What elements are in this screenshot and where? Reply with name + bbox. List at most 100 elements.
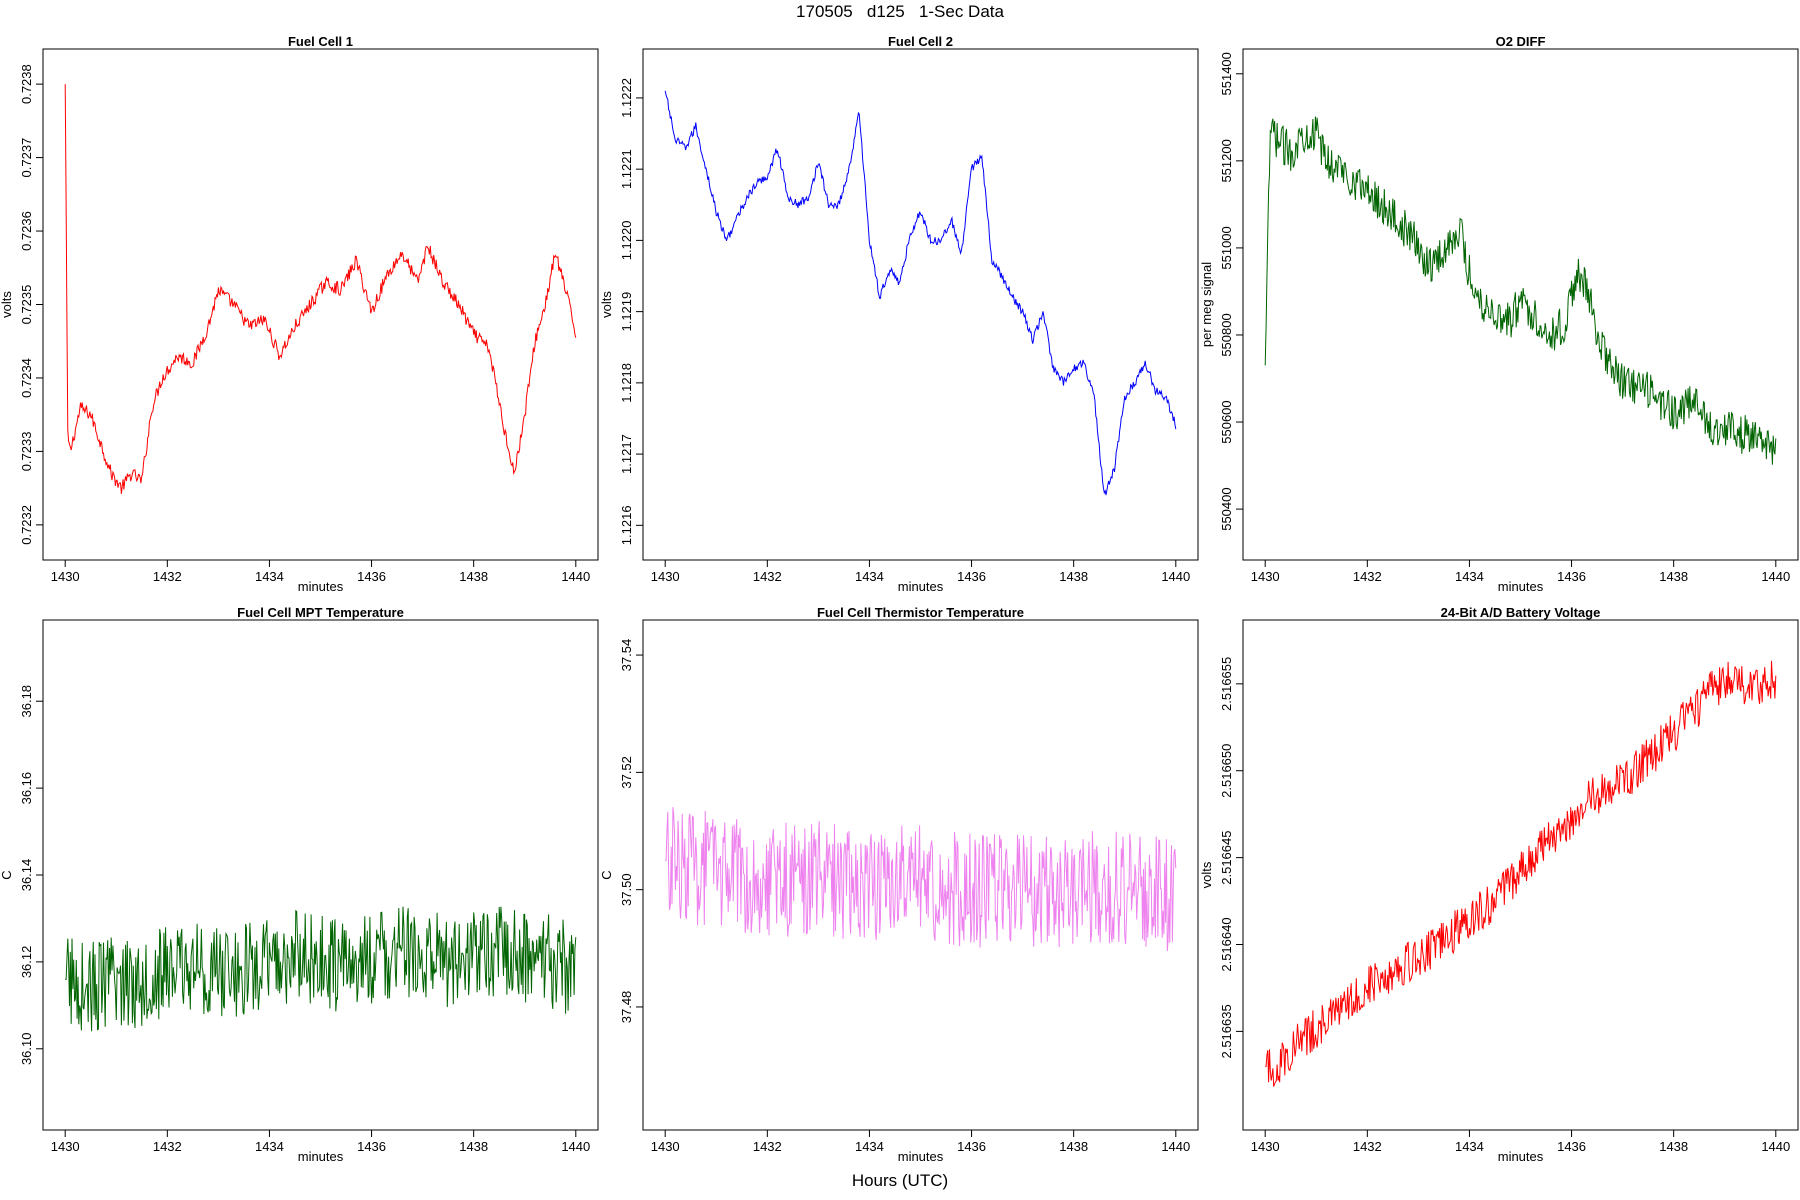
y-axis-label: C bbox=[600, 870, 614, 879]
fuel-cell-1-chart: Fuel Cell 1 1430 1432 1434 1436 1438 1440 minut… bbox=[0, 34, 599, 594]
series-line bbox=[665, 807, 1177, 952]
plot-frame bbox=[1242, 619, 1799, 1131]
y-tick-label: 36.14 bbox=[19, 859, 34, 892]
chart-title: 24-Bit A/D Battery Voltage bbox=[1441, 605, 1601, 620]
x-axis-label: minutes bbox=[898, 1149, 944, 1164]
x-tick-label: 1430 bbox=[1251, 1139, 1280, 1154]
x-tick-label: 1438 bbox=[459, 569, 488, 584]
x-tick-label: 1438 bbox=[1659, 569, 1688, 584]
y-tick-label: 550800 bbox=[1219, 313, 1234, 356]
y-tick-label: 36.16 bbox=[19, 772, 34, 805]
x-tick-label: 1436 bbox=[1557, 569, 1586, 584]
x-tick-label: 1440 bbox=[1161, 569, 1190, 584]
x-tick-label: 1438 bbox=[1659, 1139, 1688, 1154]
y-tick-label: 0.7238 bbox=[19, 64, 34, 104]
y-tick-label: 36.18 bbox=[19, 685, 34, 718]
x-tick-label: 1438 bbox=[1059, 1139, 1088, 1154]
y-axis-label: C bbox=[0, 870, 14, 879]
y-axis-label: per meg signal bbox=[1200, 262, 1214, 347]
x-axis-label: minutes bbox=[1498, 1149, 1544, 1164]
y-tick-label: 1.1216 bbox=[619, 505, 634, 545]
y-axis-label: volts bbox=[600, 291, 614, 318]
page-title: 170505 d125 1-Sec Data bbox=[796, 2, 1004, 21]
chart-title: Fuel Cell MPT Temperature bbox=[237, 605, 404, 620]
y-tick-label: 551000 bbox=[1219, 226, 1234, 269]
x-tick-label: 1432 bbox=[1353, 1139, 1382, 1154]
y-tick-label: 36.10 bbox=[19, 1033, 34, 1066]
series-line bbox=[1264, 116, 1777, 465]
x-tick-label: 1434 bbox=[855, 1139, 884, 1154]
x-tick-label: 1430 bbox=[1251, 569, 1280, 584]
x-tick-label: 1438 bbox=[1059, 569, 1088, 584]
x-tick-label: 1434 bbox=[1455, 569, 1484, 584]
x-tick-label: 1436 bbox=[357, 1139, 386, 1154]
y-tick-label: 2.516650 bbox=[1219, 744, 1234, 798]
y-tick-label: 550400 bbox=[1219, 487, 1234, 530]
x-tick-label: 1440 bbox=[1761, 1139, 1790, 1154]
y-tick-label: 37.50 bbox=[619, 873, 634, 906]
y-tick-label: 2.516655 bbox=[1219, 657, 1234, 711]
battery-voltage-chart: 24-Bit A/D Battery Voltage 1430 1432 1434 14… bbox=[1200, 605, 1799, 1164]
x-tick-label: 1436 bbox=[1557, 1139, 1586, 1154]
y-tick-label: 1.1222 bbox=[619, 78, 634, 118]
x-tick-label: 1432 bbox=[753, 1139, 782, 1154]
y-tick-label: 550600 bbox=[1219, 400, 1234, 443]
y-tick-label: 1.1217 bbox=[619, 434, 634, 474]
chart-title: Fuel Cell Thermistor Temperature bbox=[817, 605, 1024, 620]
x-tick-label: 1432 bbox=[753, 569, 782, 584]
x-tick-label: 1430 bbox=[51, 569, 80, 584]
y-tick-label: 2.516640 bbox=[1219, 917, 1234, 971]
x-tick-label: 1440 bbox=[561, 569, 590, 584]
series-line bbox=[1265, 660, 1777, 1087]
x-tick-label: 1430 bbox=[651, 1139, 680, 1154]
x-tick-label: 1436 bbox=[957, 1139, 986, 1154]
x-axis-label: minutes bbox=[298, 1149, 344, 1164]
series-line bbox=[65, 906, 577, 1032]
y-tick-label: 1.1220 bbox=[619, 221, 634, 261]
y-tick-label: 1.1219 bbox=[619, 292, 634, 332]
x-axis-label: minutes bbox=[898, 579, 944, 594]
x-super-label: Hours (UTC) bbox=[851, 1171, 949, 1190]
y-axis-label: volts bbox=[0, 291, 14, 318]
y-tick-label: 0.7235 bbox=[19, 285, 34, 325]
y-tick-label: 0.7237 bbox=[19, 138, 34, 178]
x-tick-label: 1432 bbox=[153, 1139, 182, 1154]
y-tick-label: 2.516635 bbox=[1219, 1004, 1234, 1058]
plot-frame bbox=[1242, 48, 1799, 561]
y-tick-label: 0.7234 bbox=[19, 358, 34, 398]
y-tick-label: 37.54 bbox=[619, 639, 634, 672]
x-tick-label: 1440 bbox=[561, 1139, 590, 1154]
x-axis-label: minutes bbox=[1498, 579, 1544, 594]
x-tick-label: 1436 bbox=[957, 569, 986, 584]
fuel-cell-mpt-temperature-chart: Fuel Cell MPT Temperature 1430 1432 1434 143… bbox=[0, 605, 599, 1164]
y-axis-label: volts bbox=[1200, 861, 1214, 888]
x-axis-label: minutes bbox=[298, 579, 344, 594]
x-tick-label: 1440 bbox=[1761, 569, 1790, 584]
chart-title: O2 DIFF bbox=[1496, 34, 1546, 49]
x-tick-label: 1430 bbox=[51, 1139, 80, 1154]
y-tick-label: 37.52 bbox=[619, 756, 634, 789]
plot-frame bbox=[42, 619, 599, 1131]
y-tick-label: 0.7232 bbox=[19, 505, 34, 545]
y-tick-label: 551400 bbox=[1219, 52, 1234, 95]
x-tick-label: 1432 bbox=[1353, 569, 1382, 584]
x-tick-label: 1440 bbox=[1161, 1139, 1190, 1154]
y-tick-label: 1.1218 bbox=[619, 363, 634, 403]
o2-diff-chart: O2 DIFF 1430 1432 1434 1436 1438 1440 minutes 55… bbox=[1200, 34, 1799, 594]
y-tick-label: 1.1221 bbox=[619, 149, 634, 189]
y-tick-label: 2.516645 bbox=[1219, 831, 1234, 885]
fuel-cell-2-chart: Fuel Cell 2 1430 1432 1434 1436 1438 1440 minut… bbox=[600, 34, 1199, 594]
y-tick-label: 36.12 bbox=[19, 946, 34, 979]
x-tick-label: 1438 bbox=[459, 1139, 488, 1154]
y-tick-label: 0.7236 bbox=[19, 211, 34, 251]
y-tick-label: 0.7233 bbox=[19, 432, 34, 472]
plot-frame bbox=[642, 48, 1199, 561]
x-tick-label: 1430 bbox=[651, 569, 680, 584]
series-line bbox=[64, 84, 577, 494]
x-tick-label: 1432 bbox=[153, 569, 182, 584]
x-tick-label: 1436 bbox=[357, 569, 386, 584]
chart-title: Fuel Cell 2 bbox=[888, 34, 953, 49]
x-tick-label: 1434 bbox=[1455, 1139, 1484, 1154]
plot-frame bbox=[42, 48, 599, 561]
y-tick-label: 37.48 bbox=[619, 991, 634, 1024]
